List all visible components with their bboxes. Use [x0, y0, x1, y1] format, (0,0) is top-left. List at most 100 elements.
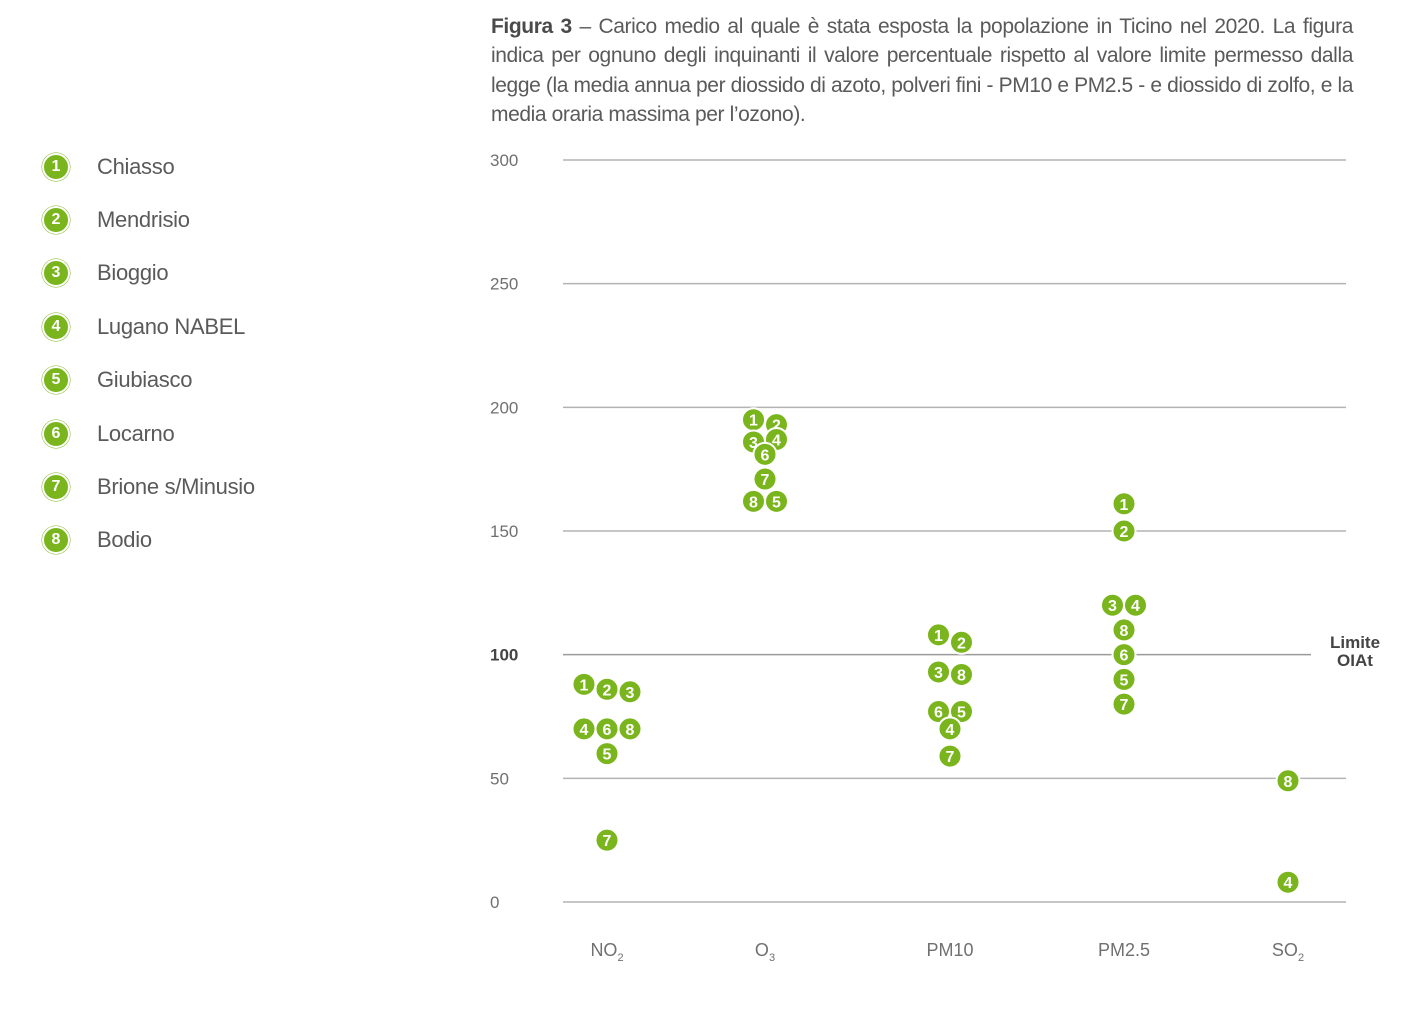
data-point: 5	[949, 699, 974, 725]
point-marker	[594, 741, 620, 767]
data-point: 3	[1100, 592, 1125, 618]
point-label: 8	[626, 722, 635, 739]
figure-caption: Figura 3 – Carico medio al quale è stata…	[491, 12, 1353, 130]
legend-label: Mendrisio	[97, 207, 190, 233]
legend-item: 8 Bodio	[42, 514, 255, 567]
point-label: 1	[934, 628, 943, 645]
point-marker	[594, 827, 620, 853]
point-label: 6	[603, 722, 612, 739]
x-tick-label: SO2	[1272, 940, 1304, 964]
legend-label: Locarno	[97, 420, 175, 446]
data-point: 8	[617, 716, 643, 742]
legend-item: 1 Chiasso	[42, 140, 255, 193]
point-marker	[752, 466, 778, 492]
legend-item: 6 Locarno	[42, 407, 255, 460]
data-point: 8	[1275, 768, 1301, 794]
reference-line-label: Limite	[1330, 633, 1380, 652]
data-point: 1	[571, 671, 597, 697]
data-point: 8	[1111, 617, 1137, 643]
data-point: 4	[1123, 592, 1148, 618]
point-label: 3	[626, 685, 635, 702]
legend-marker: 8	[42, 526, 70, 555]
data-point: 1	[926, 622, 951, 648]
legend-label: Giubiasco	[97, 367, 193, 393]
point-label: 7	[946, 749, 955, 766]
station-legend: 1 Chiasso 2 Mendrisio 3 Bioggio 4 Lugano NABEL 5…	[42, 140, 255, 567]
point-label: 4	[580, 722, 589, 739]
x-tick-label: PM2.5	[1098, 940, 1150, 960]
legend-marker: 7	[42, 473, 70, 502]
point-label: 8	[1284, 774, 1293, 791]
point-marker	[1275, 768, 1301, 794]
point-label: 7	[1120, 697, 1129, 714]
point-label: 7	[761, 472, 770, 489]
point-label: 4	[946, 722, 955, 739]
data-point: 8	[949, 661, 974, 687]
point-marker	[1111, 691, 1137, 717]
point-label: 4	[1284, 875, 1293, 892]
point-label: 3	[749, 435, 758, 452]
point-marker	[949, 699, 974, 725]
point-label: 4	[772, 432, 781, 449]
caption-text: – Carico medio al quale è stata esposta …	[491, 15, 1354, 127]
legend-marker: 3	[42, 259, 70, 288]
point-label: 8	[957, 667, 966, 684]
point-marker	[752, 441, 778, 467]
legend-label: Brione s/Minusio	[97, 474, 255, 500]
data-point: 2	[1111, 518, 1137, 544]
point-label: 8	[1120, 623, 1129, 640]
data-point: 4	[571, 716, 597, 742]
data-point: 7	[937, 743, 963, 769]
data-point: 3	[926, 659, 951, 685]
point-marker	[617, 679, 643, 705]
point-label: 2	[957, 635, 966, 652]
y-tick-label: 200	[490, 398, 518, 417]
data-point: 5	[1111, 666, 1137, 692]
point-label: 1	[580, 677, 589, 694]
data-point: 5	[594, 741, 620, 767]
point-label: 6	[1120, 648, 1129, 665]
y-tick-label: 100	[490, 646, 518, 665]
data-point: 6	[752, 441, 778, 467]
legend-marker: 6	[42, 419, 70, 448]
legend-label: Lugano NABEL	[97, 313, 246, 339]
point-label: 7	[603, 833, 612, 850]
point-marker	[937, 743, 963, 769]
legend-item: 5 Giubiasco	[42, 354, 255, 407]
data-point: 2	[949, 629, 974, 655]
data-point: 7	[594, 827, 620, 853]
legend-marker: 4	[42, 312, 70, 341]
point-label: 8	[749, 494, 758, 511]
point-marker	[926, 622, 951, 648]
point-label: 3	[1108, 598, 1117, 615]
legend-item: 3 Bioggio	[42, 247, 255, 300]
point-label: 2	[772, 418, 781, 435]
point-label: 2	[603, 682, 612, 699]
data-point: 7	[1111, 691, 1137, 717]
point-marker	[1275, 869, 1301, 895]
reference-line-label: OIAt	[1337, 651, 1373, 670]
point-label: 3	[934, 665, 943, 682]
point-marker	[571, 671, 597, 697]
data-point: 2	[594, 676, 620, 702]
point-label: 2	[1120, 524, 1129, 541]
data-point: 4	[937, 716, 963, 742]
point-marker	[1111, 491, 1137, 517]
point-marker	[1123, 592, 1148, 618]
y-tick-label: 250	[490, 275, 518, 294]
point-marker	[764, 488, 789, 514]
y-tick-label: 0	[490, 893, 499, 912]
legend-label: Bodio	[97, 527, 152, 553]
data-point: 1	[1111, 491, 1137, 517]
data-point: 6	[926, 699, 951, 725]
point-label: 5	[957, 705, 966, 722]
point-label: 5	[603, 747, 612, 764]
data-point: 1	[741, 407, 766, 433]
y-tick-label: 150	[490, 522, 518, 541]
point-label: 1	[1120, 497, 1129, 514]
legend-item: 4 Lugano NABEL	[42, 300, 255, 353]
data-point: 4	[1275, 869, 1301, 895]
point-marker	[1111, 666, 1137, 692]
data-point: 8	[741, 488, 766, 514]
